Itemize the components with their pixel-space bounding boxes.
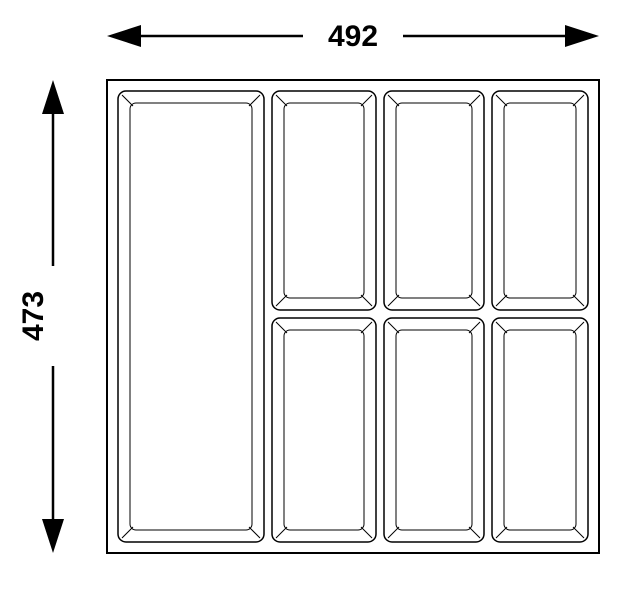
- dim-top-label: 492: [328, 20, 378, 53]
- dimension-diagram: 492 473: [0, 0, 640, 612]
- dim-left-label: 473: [17, 291, 50, 341]
